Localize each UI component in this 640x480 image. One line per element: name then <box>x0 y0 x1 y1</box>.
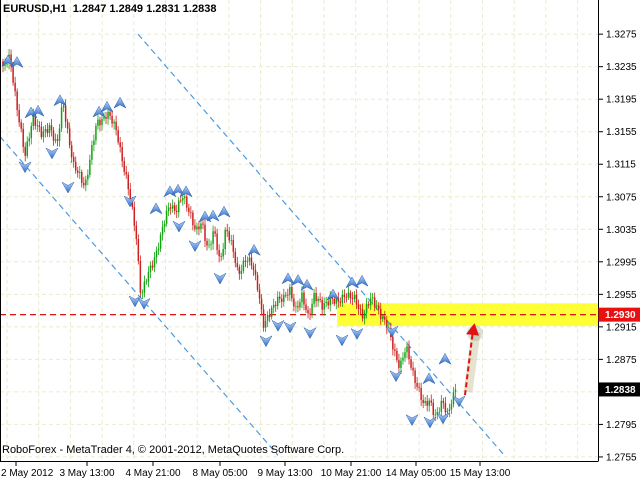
fractal-down-marker <box>350 327 364 340</box>
time-axis-label: 2 May 2012 <box>1 468 54 479</box>
time-axis-label: 4 May 21:00 <box>125 468 180 479</box>
grid-layer <box>0 0 598 461</box>
fractal-up-marker <box>247 243 261 256</box>
fractal-up-marker <box>92 105 106 118</box>
fractal-down-marker <box>128 295 142 308</box>
fractal-down-marker <box>188 240 202 253</box>
fractal-down-marker <box>385 325 399 338</box>
fractal-down-marker <box>405 414 419 427</box>
price-axis-label: 1.2915 <box>606 322 637 333</box>
descending-channel-lower[interactable] <box>0 136 279 456</box>
price-axis-label: 1.3155 <box>606 127 637 138</box>
ohlc-header: EURUSD,H1 1.2847 1.2849 1.2831 1.2838 <box>3 3 216 15</box>
price-axis-label: 1.2795 <box>606 420 637 431</box>
copyright-text: RoboForex - MetaTrader 4, © 2001-2012, M… <box>2 444 345 456</box>
fractal-up-marker <box>291 273 305 286</box>
time-axis-label: 15 May 13:00 <box>450 468 511 479</box>
fractal-down-marker <box>335 334 349 347</box>
fractal-up-marker <box>179 185 193 198</box>
price-axis-label: 1.2755 <box>606 452 637 463</box>
fractal-up-marker <box>355 274 369 287</box>
fractal-down-marker <box>271 319 285 332</box>
fractal-up-marker <box>53 94 67 107</box>
fractal-down-marker <box>61 181 75 194</box>
descending-channel-upper[interactable] <box>137 33 506 457</box>
fractal-up-marker <box>31 104 45 117</box>
fractal-up-marker <box>300 278 314 291</box>
fractal-up-marker <box>113 96 127 109</box>
chart-border <box>0 0 599 462</box>
fractal-down-marker <box>423 416 437 429</box>
fractal-down-marker <box>123 195 137 208</box>
fractal-down-marker <box>389 370 403 383</box>
symbol-timeframe-label: EURUSD,H1 <box>3 3 67 15</box>
price-tag-resistance: 1.2930 <box>598 307 640 322</box>
fractal-down-marker <box>303 327 317 340</box>
fractal-down-marker <box>137 297 151 310</box>
fractal-down-marker <box>213 272 227 285</box>
fractal-down-marker <box>283 321 297 334</box>
fractal-down-marker <box>172 220 186 233</box>
price-axis-label: 1.2955 <box>606 290 637 301</box>
price-axis-label: 1.3115 <box>606 160 636 171</box>
fractal-down-marker <box>18 161 32 174</box>
price-axis-label: 1.3275 <box>606 30 637 41</box>
fractal-up-marker <box>149 202 163 215</box>
price-tag-current: 1.2838 <box>598 382 640 397</box>
fractal-down-marker <box>452 395 466 408</box>
price-axis-label: 1.3235 <box>606 62 637 73</box>
time-axis-label: 9 May 13:00 <box>257 468 312 479</box>
fractal-up-marker <box>10 56 24 69</box>
fractal-down-marker <box>259 335 273 348</box>
price-axis-label: 1.2875 <box>606 355 637 366</box>
price-axis-label: 1.2995 <box>606 257 637 268</box>
fractal-down-marker <box>436 412 450 425</box>
fractal-up-marker <box>422 372 436 385</box>
time-axis: 2 May 2012 3 May 13:00 4 May 21:00 8 May 05… <box>1 462 511 479</box>
price-axis-label: 1.3035 <box>606 225 637 236</box>
fractal-up-marker <box>171 183 185 196</box>
price-tag-label: 1.2930 <box>605 310 636 321</box>
fractal-up-marker <box>345 276 359 289</box>
forecast-arrow[interactable] <box>463 323 483 396</box>
ohlc-quote-label: 1.2847 1.2849 1.2831 1.2838 <box>72 3 217 15</box>
time-axis-label: 3 May 13:00 <box>59 468 114 479</box>
time-axis-label: 14 May 05:00 <box>386 468 447 479</box>
price-axis-label: 1.3195 <box>606 95 637 106</box>
fractal-up-marker <box>438 352 452 365</box>
fractal-up-marker <box>1 54 15 67</box>
candlestick-layer <box>2 49 457 422</box>
price-axis-label: 1.3075 <box>606 192 637 203</box>
price-axis: 1.3275 1.3235 1.3195 1.3155 1.3115 1.3075 1.30… <box>598 30 637 463</box>
fractal-up-marker <box>100 100 114 113</box>
fractal-down-marker <box>45 147 59 160</box>
fractal-up-marker <box>326 288 340 301</box>
time-axis-label: 10 May 21:00 <box>321 468 382 479</box>
target-zone[interactable] <box>337 303 598 327</box>
price-tag-label: 1.2838 <box>605 385 636 396</box>
fractal-markers-layer <box>1 54 466 429</box>
fractal-up-marker <box>217 205 231 218</box>
time-axis-label: 8 May 05:00 <box>192 468 247 479</box>
fractal-up-marker <box>206 209 220 222</box>
